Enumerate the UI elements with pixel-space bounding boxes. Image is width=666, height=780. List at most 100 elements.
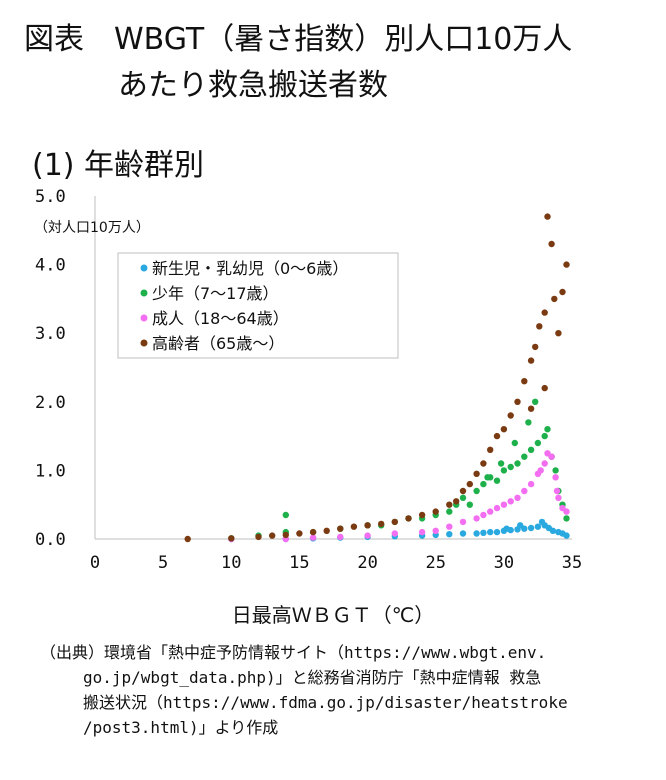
data-point-series-1 <box>459 530 467 537</box>
data-point-series-3 <box>563 508 570 515</box>
data-point-series-4 <box>480 460 487 467</box>
data-point-series-4 <box>493 432 501 440</box>
data-point-series-3 <box>514 494 521 501</box>
data-point-series-4 <box>364 522 371 529</box>
y-tick-label: 5.0 <box>35 187 66 207</box>
data-point-series-3 <box>507 498 514 505</box>
data-point-series-3 <box>309 534 317 541</box>
data-point-series-4 <box>228 535 235 542</box>
data-point-series-4 <box>551 295 558 303</box>
legend-item-label: 成人（18～64歳） <box>152 309 289 328</box>
data-point-series-1 <box>493 528 501 536</box>
data-point-series-4 <box>527 405 535 412</box>
legend-marker <box>140 314 148 322</box>
data-point-series-4 <box>453 498 460 505</box>
data-point-series-3 <box>537 467 544 474</box>
source-line-3: 搬送状況（https://www.fdma.go.jp/disaster/hea… <box>83 693 568 712</box>
data-point-series-2 <box>511 439 518 447</box>
x-axis-ticks: 0 5 10 15 20 25 30 35 <box>90 553 582 573</box>
data-point-series-4 <box>536 323 543 330</box>
data-point-series-4 <box>378 520 385 528</box>
data-point-series-3 <box>473 515 480 522</box>
data-point-series-3 <box>391 530 398 537</box>
data-point-series-3 <box>446 523 453 530</box>
y-axis-unit-label: （対人口10万人） <box>34 220 150 236</box>
source-line-1: （出典）環境省「熱中症予防情報サイト（https://www.wbgt.env. <box>40 643 547 662</box>
x-tick-label: 35 <box>562 553 582 573</box>
data-point-series-3 <box>480 511 487 519</box>
data-point-series-2 <box>552 467 559 474</box>
x-axis-label: 日最高ＷＢＧＴ（℃） <box>232 603 434 627</box>
data-point-series-1 <box>534 523 542 530</box>
data-point-series-3 <box>418 528 426 536</box>
data-point-series-3 <box>521 487 528 495</box>
data-point-series-4 <box>563 261 570 268</box>
data-point-series-2 <box>497 460 505 467</box>
data-point-series-4 <box>323 527 330 534</box>
y-tick-label: 3.0 <box>35 324 66 344</box>
data-point-series-3 <box>493 504 501 512</box>
y-tick-label: 1.0 <box>35 461 66 481</box>
data-point-series-4 <box>514 398 521 405</box>
data-point-series-2 <box>521 453 528 460</box>
data-point-series-4 <box>459 487 467 495</box>
x-tick-label: 15 <box>289 553 309 573</box>
data-point-series-4 <box>559 288 566 296</box>
data-point-series-3 <box>432 527 439 534</box>
data-point-series-2 <box>534 439 542 447</box>
y-tick-label: 2.0 <box>35 393 66 413</box>
source-note: （出典）環境省「熱中症予防情報サイト（https://www.wbgt.env.… <box>40 640 650 740</box>
y-tick-label: 0.0 <box>35 530 66 550</box>
data-point-series-4 <box>507 412 514 419</box>
data-point-series-4 <box>555 330 562 337</box>
data-point-series-3 <box>552 474 559 481</box>
data-point-series-3 <box>548 453 555 460</box>
data-point-series-2 <box>473 487 480 495</box>
data-point-series-4 <box>541 309 548 316</box>
legend-marker <box>140 289 148 297</box>
data-point-series-4 <box>350 523 358 530</box>
x-tick-label: 0 <box>90 553 100 573</box>
data-point-series-4 <box>296 530 303 537</box>
data-point-series-2 <box>480 480 487 488</box>
data-point-series-3 <box>555 494 562 501</box>
x-tick-label: 5 <box>158 553 168 573</box>
data-point-series-1 <box>446 531 453 538</box>
data-point-series-4 <box>521 378 528 385</box>
data-point-series-3 <box>337 533 344 541</box>
chart-subtitle: (1) 年齢群別 <box>32 148 205 183</box>
data-point-series-1 <box>480 529 487 536</box>
chart-title-line-2: あたり救急搬送者数 <box>118 68 388 103</box>
source-line-2: go.jp/wbgt_data.php)」と総務省消防庁「熱中症情報 救急 <box>83 668 542 687</box>
data-point-series-4 <box>541 384 548 392</box>
data-point-series-3 <box>459 518 467 526</box>
data-point-series-2 <box>507 463 514 471</box>
data-point-series-4 <box>255 533 262 541</box>
data-point-series-2 <box>563 515 570 522</box>
data-point-series-3 <box>364 532 371 539</box>
data-point-series-2 <box>493 477 501 484</box>
data-point-series-4 <box>432 508 439 515</box>
data-point-series-2 <box>544 426 551 433</box>
y-tick-label: 4.0 <box>35 256 66 276</box>
legend-item-label: 新生児・乳幼児（0～6歳） <box>152 259 348 278</box>
legend-item-label: 高齢者（65歳～） <box>152 334 284 353</box>
legend-item-label: 少年（7～17歳） <box>152 284 279 303</box>
data-point-series-2 <box>532 398 539 405</box>
data-point-series-4 <box>309 528 317 536</box>
data-point-series-2 <box>514 460 521 467</box>
data-point-series-1 <box>487 528 494 536</box>
data-point-series-3 <box>487 508 494 515</box>
data-point-series-4 <box>473 470 480 477</box>
data-point-series-4 <box>391 518 398 526</box>
data-point-series-2 <box>527 446 535 453</box>
data-point-series-4 <box>418 511 426 519</box>
data-point-series-1 <box>527 524 535 532</box>
data-point-series-1 <box>473 530 480 537</box>
data-point-series-1 <box>563 532 570 539</box>
data-point-series-4 <box>337 525 344 532</box>
source-line-4: /post3.html)」より作成 <box>83 718 279 737</box>
data-point-series-4 <box>527 357 535 364</box>
data-point-series-4 <box>548 240 555 248</box>
y-axis-ticks: 0.0 1.0 2.0 3.0 4.0 5.0 <box>35 187 66 550</box>
